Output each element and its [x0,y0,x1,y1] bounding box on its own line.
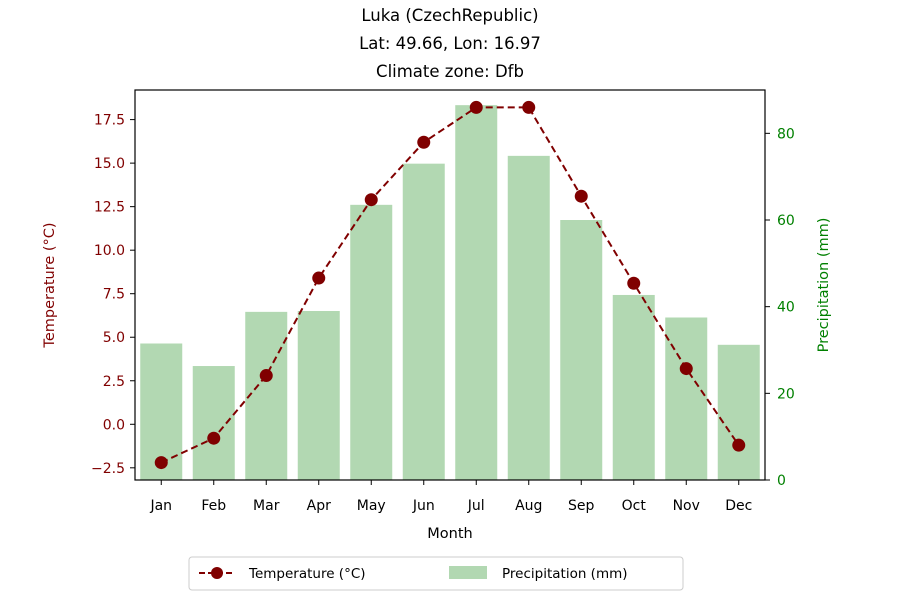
x-tick-label: Mar [253,498,280,514]
temperature-point [522,100,536,114]
temperature-point [469,100,483,114]
temperature-line-path [160,106,740,464]
legend-temperature-marker-icon [211,567,223,579]
left-tick-label: 7.5 [103,287,125,303]
left-tick-label: 10.0 [94,243,125,259]
x-axis-label: Month [427,526,472,542]
legend-precipitation-patch-icon [449,566,487,579]
legend-frame [188,556,684,591]
precipitation-bar [455,105,498,481]
x-tick-label: Feb [201,498,226,514]
chart-title-line-3: Climate zone: Dfb [376,62,524,81]
x-tick-label: Oct [622,498,647,514]
precipitation-bar [560,220,603,480]
precipitation-bar [717,344,760,480]
legend-precipitation-label: Precipitation (mm) [502,566,628,582]
precipitation-bar [297,311,340,480]
x-tick-label: Apr [307,498,331,514]
left-tick-label: 0.0 [103,417,125,433]
x-tick-label: Nov [673,498,700,514]
temperature-line [154,100,746,470]
x-tick-label: Jun [412,498,435,514]
temperature-point [417,135,431,149]
left-axis-label: Temperature (°C) [42,222,58,348]
precipitation-bar [245,311,288,480]
temperature-point [312,271,326,285]
precipitation-bar [402,163,445,480]
right-tick-label: 60 [777,213,795,229]
x-tick-label: Jan [149,498,172,514]
left-tick-label: 15.0 [94,156,125,172]
temperature-point [627,276,641,290]
chart-title: Luka (CzechRepublic) Lat: 49.66, Lon: 16… [359,6,541,81]
left-tick-label: 17.5 [94,113,125,129]
x-tick-label: Jul [467,498,485,514]
temperature-point [364,193,378,207]
precipitation-bar [612,294,655,480]
right-tick-label: 40 [777,300,795,316]
precipitation-bar [192,366,235,480]
left-tick-label: 5.0 [103,330,125,346]
left-tick-label: 2.5 [103,374,125,390]
right-tick-label: 20 [777,386,795,402]
left-tick-label: 12.5 [94,200,125,216]
temperature-point [154,456,168,470]
temperature-point [259,369,273,383]
right-axis-label: Precipitation (mm) [816,218,832,353]
precipitation-bars [140,105,760,481]
temperature-point [732,438,746,452]
plot-frame [134,89,766,481]
precipitation-bar [350,204,393,481]
chart-title-line-1: Luka (CzechRepublic) [361,6,538,25]
x-tick-label: May [357,498,386,514]
x-tick-label: Dec [725,498,752,514]
x-tick-label: Sep [568,498,595,514]
precipitation-bar [507,155,550,480]
precipitation-bar [665,317,708,480]
temperature-point [574,189,588,203]
legend-temperature-label: Temperature (°C) [248,566,366,582]
chart-title-line-2: Lat: 49.66, Lon: 16.97 [359,34,541,53]
legend: Temperature (°C) Precipitation (mm) [188,556,684,591]
right-tick-label: 0 [777,473,786,489]
temperature-point [679,362,693,376]
x-tick-label: Aug [515,498,542,514]
temperature-point [207,431,221,445]
right-tick-label: 80 [777,126,795,142]
left-tick-label: −2.5 [91,461,125,477]
plot-axes: Jan Feb Mar Apr May Jun Jul Aug Sep Oct Nov Dec −2.5… [91,89,795,514]
